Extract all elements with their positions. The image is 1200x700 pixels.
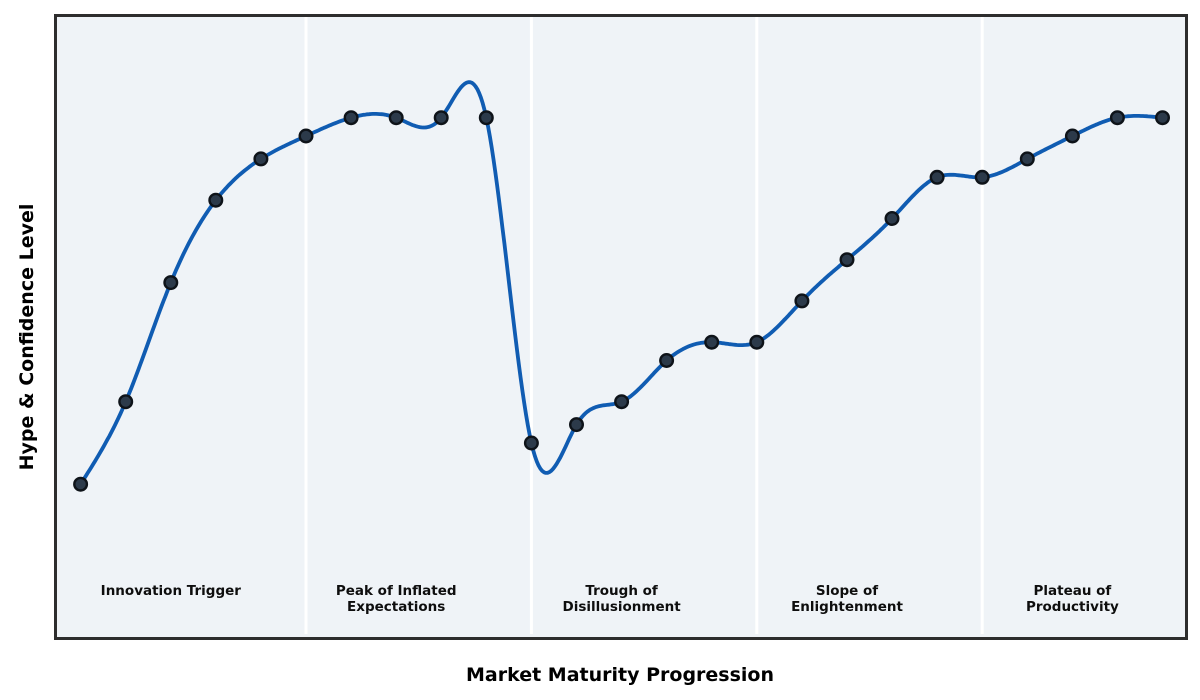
plot-area — [54, 14, 1188, 640]
phase-label-5: Plateau of Productivity — [1025, 583, 1119, 615]
phase-label-2: Peak of Inflated Expectations — [335, 583, 457, 615]
x-axis-label: Market Maturity Progression — [465, 664, 775, 686]
y-axis-label: Hype & Confidence Level — [16, 203, 38, 471]
phase-label-3: Trough of Disillusionment — [562, 583, 681, 615]
phase-label-4: Slope of Enlightenment — [791, 583, 903, 615]
phase-label-1: Innovation Trigger — [100, 583, 241, 599]
